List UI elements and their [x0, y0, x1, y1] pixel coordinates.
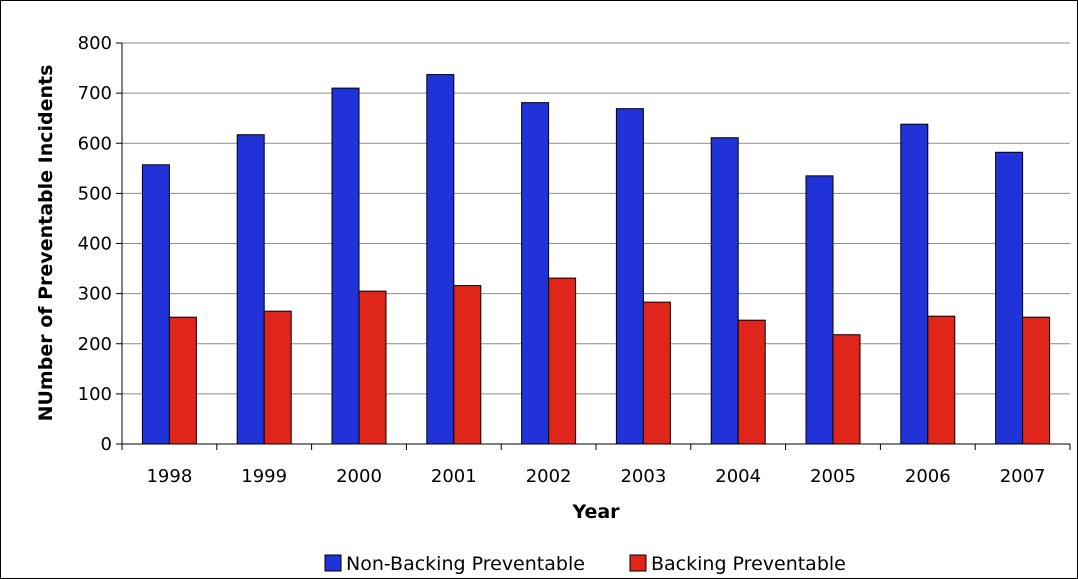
bar-non-backing-2007 [995, 151, 1024, 445]
bar-non-backing-2002 [521, 102, 550, 445]
x-tick-label: 2006 [905, 466, 951, 487]
y-tick-label: 600 [78, 133, 112, 154]
y-tick-label: 400 [78, 234, 112, 255]
x-tick-label: 2004 [715, 466, 761, 487]
x-tick-label: 2002 [526, 466, 572, 487]
y-axis-title: NUmber of Preventable Incidents [35, 65, 57, 422]
bar-backing-1999 [263, 310, 292, 445]
y-tick-label: 0 [101, 434, 112, 455]
bar-backing-2007 [1022, 316, 1051, 445]
y-tick-label: 800 [78, 33, 112, 54]
y-tick-label: 200 [78, 334, 112, 355]
bar-backing-2005 [832, 334, 861, 445]
bar-non-backing-2000 [331, 87, 360, 445]
bar-backing-2004 [737, 319, 766, 445]
bar-backing-1998 [168, 316, 197, 445]
x-axis-ticks: 1998 1999 2000 2001 2002 2003 2004 2005 2006 2007 [121, 444, 1071, 487]
x-tick-label: 1999 [241, 466, 287, 487]
bar-non-backing-2001 [426, 74, 455, 445]
bar-non-backing-2004 [710, 137, 739, 445]
bar-backing-2002 [548, 277, 577, 445]
bar-backing-2001 [453, 285, 482, 445]
legend: Non-Backing Preventable Backing Preventab… [324, 553, 846, 575]
y-axis-ticks: 0 100 200 300 400 500 600 700 800 [78, 33, 122, 455]
bar-non-backing-1999 [236, 134, 265, 445]
x-tick-label: 2000 [336, 466, 382, 487]
legend-label-backing: Backing Preventable [651, 553, 846, 575]
y-tick-label: 700 [78, 83, 112, 104]
x-axis-title: Year [571, 501, 620, 523]
y-tick-label: 100 [78, 384, 112, 405]
bar-non-backing-2006 [900, 123, 929, 445]
bar-non-backing-2005 [805, 175, 834, 445]
bar-non-backing-1998 [141, 164, 170, 445]
bar-backing-2006 [927, 315, 956, 445]
x-tick-label: 2005 [810, 466, 856, 487]
bar-backing-2000 [358, 290, 387, 445]
x-tick-label: 2007 [1000, 466, 1046, 487]
legend-swatch-backing [629, 554, 647, 572]
x-tick-label: 2001 [431, 466, 477, 487]
x-tick-label: 1998 [146, 466, 192, 487]
legend-swatch-non-backing [324, 554, 342, 572]
bars [141, 74, 1051, 445]
y-tick-label: 500 [78, 183, 112, 204]
x-tick-label: 2003 [620, 466, 666, 487]
y-tick-label: 300 [78, 284, 112, 305]
legend-label-non-backing: Non-Backing Preventable [346, 553, 585, 575]
bar-backing-2003 [642, 301, 671, 445]
bar-non-backing-2003 [615, 108, 644, 445]
